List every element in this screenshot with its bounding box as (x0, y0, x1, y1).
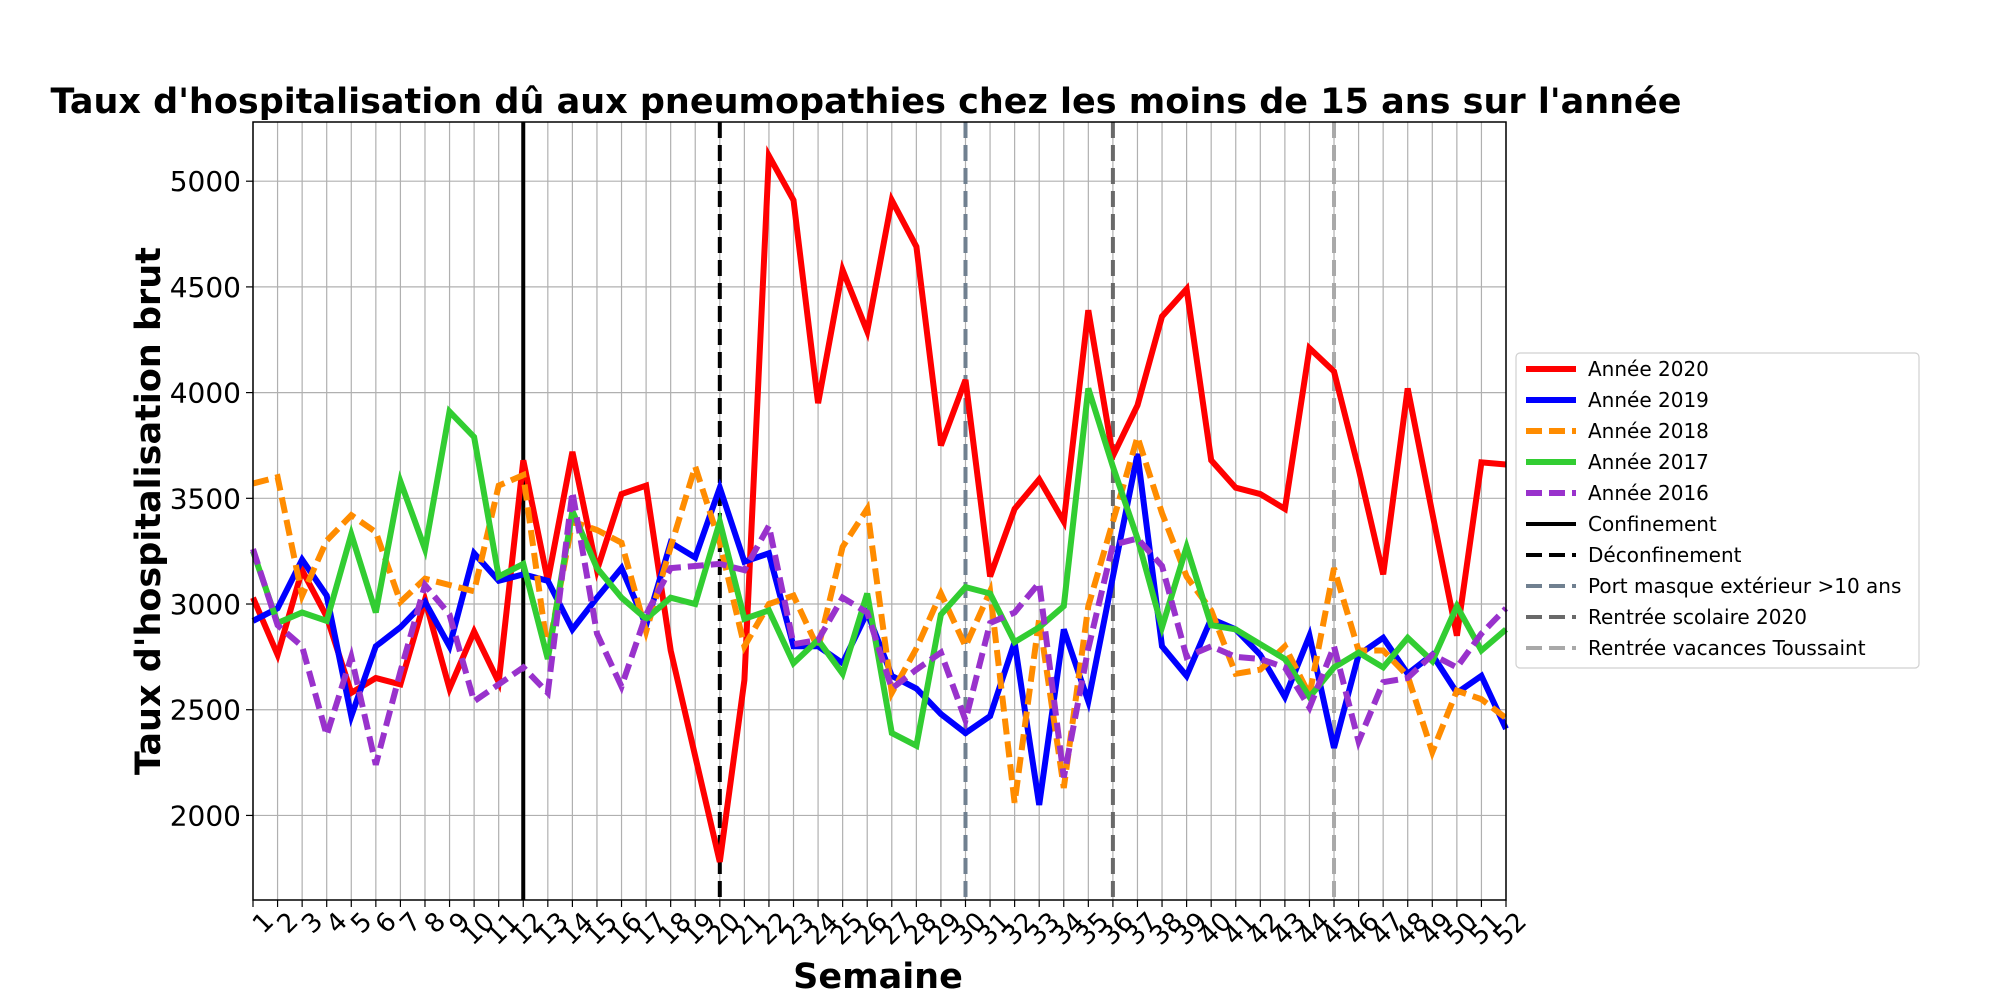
legend-box (1515, 352, 1920, 669)
y-tick-label: 4500 (170, 271, 241, 304)
y-tick-label: 4000 (170, 377, 241, 410)
y-tick-label: 5000 (170, 165, 241, 198)
chart-legend: Année 2020 Année 2019 Année 2018 Année 2017… (1515, 352, 1920, 669)
x-tick-label: 52 (1488, 907, 1533, 952)
y-axis-label: Taux d'hospitalisation brut (129, 247, 169, 775)
x-axis-label: Semaine (793, 957, 963, 997)
x-tick-labels: 1234567891011121314151617181920212223242… (247, 900, 1533, 951)
series-line (251, 453, 1509, 806)
legend-label: Rentrée scolaire 2020 (1588, 605, 1807, 629)
legend-label: Année 2020 (1588, 357, 1709, 381)
legend-label: Année 2018 (1588, 419, 1709, 443)
series-line (250, 387, 1508, 751)
legend-label: Confinement (1588, 512, 1717, 536)
legend-label: Année 2017 (1588, 450, 1709, 474)
legend-label: Déconfinement (1588, 543, 1742, 567)
plot-frame (252, 121, 1507, 901)
grid-layer (252, 122, 1507, 900)
legend-label: Année 2016 (1588, 481, 1709, 505)
series-layer (250, 145, 1509, 863)
y-tick-labels: 2000 2500 3000 3500 4000 4500 5000 (170, 165, 253, 832)
y-tick-label: 3500 (170, 482, 241, 515)
legend-items: Année 2020 Année 2019 Année 2018 Année 2017… (1526, 357, 1901, 660)
y-tick-label: 2000 (170, 799, 241, 832)
y-tick-label: 2500 (170, 694, 241, 727)
y-tick-label: 3000 (170, 588, 241, 621)
event-lines-layer (521, 122, 1337, 900)
legend-label: Année 2019 (1588, 388, 1709, 412)
legend-label: Rentrée vacances Toussaint (1588, 636, 1866, 660)
chart-title: Taux d'hospitalisation dû aux pneumopath… (50, 82, 1681, 122)
legend-label: Port masque extérieur >10 ans (1588, 574, 1901, 598)
series-line (252, 426, 1508, 804)
series-line (250, 145, 1507, 863)
series-line (250, 491, 1509, 778)
